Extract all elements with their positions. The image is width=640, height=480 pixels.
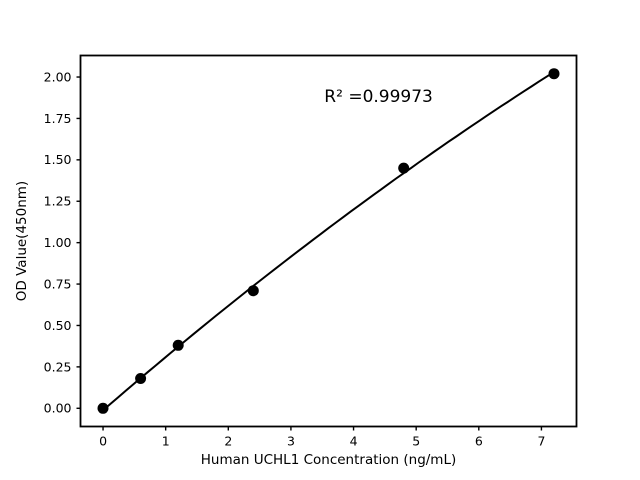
data-point	[398, 162, 410, 174]
plot-frame	[79, 54, 578, 428]
y-tick-label: 2.00	[44, 69, 72, 84]
x-tick-label: 7	[537, 434, 545, 449]
y-axis-label: OD Value(450nm)	[14, 181, 30, 301]
y-tick-label: 0.75	[44, 276, 72, 291]
y-tick-label: 1.50	[44, 152, 72, 167]
x-tick-label: 0	[99, 434, 107, 449]
data-point	[548, 68, 560, 80]
data-points	[97, 68, 560, 414]
data-point	[97, 402, 109, 414]
data-point	[172, 339, 184, 351]
y-tick-label: 1.25	[44, 194, 72, 209]
x-tick-label: 1	[162, 434, 170, 449]
y-tick-label: 0.00	[44, 401, 72, 416]
y-tick-label: 1.00	[44, 235, 72, 250]
x-axis-ticks: 0 1 2 3 4 5 6 7	[99, 426, 545, 449]
y-tick-label: 1.75	[44, 111, 72, 126]
data-point	[247, 285, 259, 297]
data-point	[135, 373, 147, 384]
x-tick-label: 4	[350, 434, 358, 449]
y-tick-label: 0.50	[44, 318, 72, 333]
x-axis-label: Human UCHL1 Concentration (ng/mL)	[201, 452, 457, 468]
x-tick-label: 6	[475, 434, 483, 449]
y-tick-label: 0.25	[44, 359, 72, 374]
x-tick-label: 3	[287, 434, 295, 449]
x-tick-label: 2	[224, 434, 232, 449]
r-squared-annotation: R² =0.99973	[324, 87, 433, 107]
y-axis-ticks: 0.00 0.25 0.50 0.75 1.00 1.25 1.50 1.75 2.00	[44, 69, 81, 416]
x-tick-label: 5	[412, 434, 420, 449]
fit-curve	[102, 71, 555, 412]
